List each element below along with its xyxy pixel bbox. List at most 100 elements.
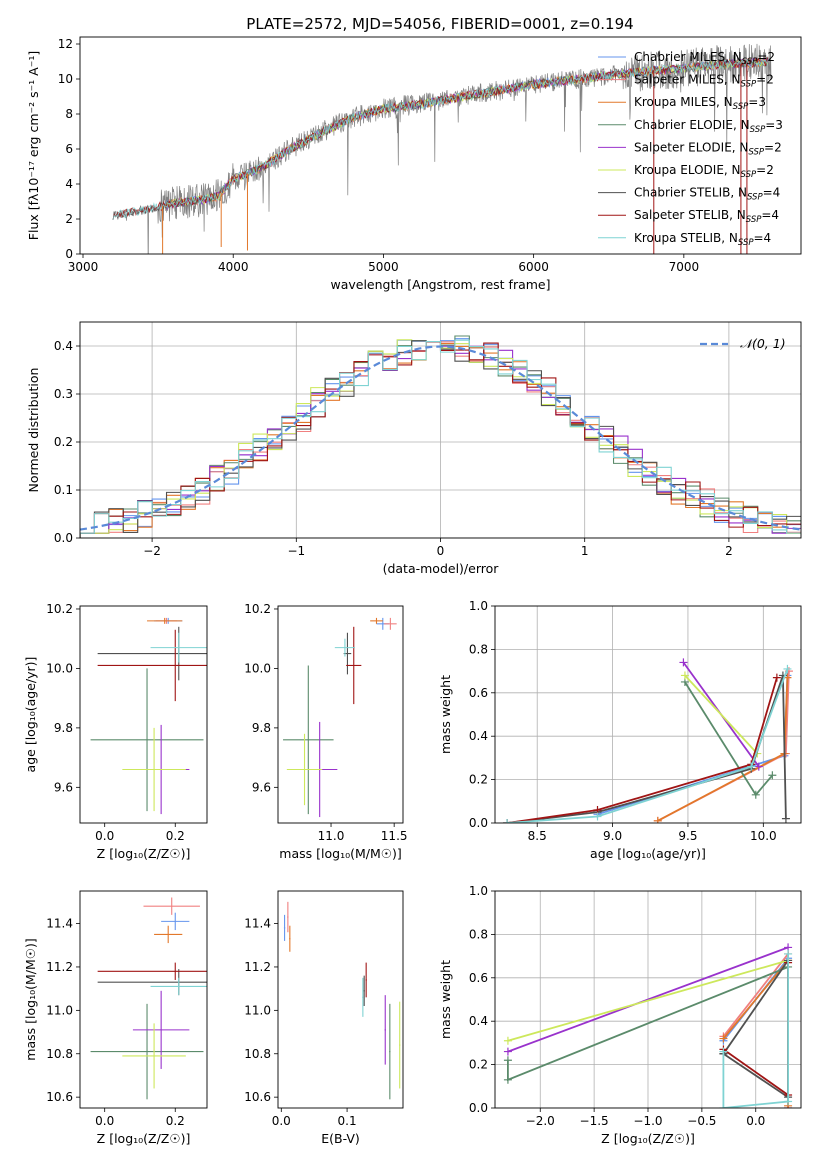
- y-axis-label: mass [log₁₀(M/M☉)]: [23, 938, 38, 1060]
- legend-label-tail: =4: [761, 208, 779, 222]
- ebv-mass-axes: 0.0 0.1 10.6 10.8 11.0 11.2 11.4 E(B-V): [244, 890, 404, 1146]
- x-tick-label: 1: [581, 544, 589, 558]
- y-tick-label: 0.0: [54, 531, 73, 545]
- y-tick-label: 0: [65, 247, 73, 261]
- x-tick-label: 11.5: [381, 829, 408, 843]
- y-tick-label: 0.2: [469, 1058, 488, 1072]
- legend-label-tail: =2: [756, 163, 774, 177]
- y-axis-label: Flux [fλ10⁻¹⁷ erg cm⁻² s⁻¹ A⁻¹]: [26, 51, 41, 240]
- weight-marker-salpeter_elodie: [679, 658, 688, 667]
- weight-marker-chabrier_stelib: [781, 814, 790, 823]
- legend-label-main: Kroupa ELODIE, N: [634, 163, 741, 177]
- weight-marker-kroupa_miles: [719, 1034, 728, 1043]
- y-tick-label: 9.8: [252, 721, 271, 735]
- axes-frame: [79, 605, 208, 824]
- x-axis-label: Z [log₁₀(Z/Z☉)]: [601, 1131, 695, 1146]
- y-tick-label: 0.4: [469, 729, 488, 743]
- weight-marker-kroupa_stelib: [783, 664, 792, 673]
- y-tick-label: 6: [65, 142, 73, 156]
- legend-label-sub: SSP: [750, 125, 766, 135]
- weight-marker-salpeter_stelib: [772, 673, 781, 682]
- y-tick-label: 10.0: [46, 661, 73, 675]
- weight-line-kroupa_stelib: [507, 668, 789, 823]
- legend-label-tail: =4: [763, 186, 781, 200]
- mass-age-plot-area: [283, 617, 397, 818]
- legend-label-main: Kroupa STELIB, N: [634, 231, 738, 245]
- weight-marker-salpeter_elodie: [503, 1047, 512, 1056]
- x-axis-label: E(B-V): [321, 1131, 360, 1146]
- x-tick-label: 0.0: [95, 829, 114, 843]
- mass-age-axes: 11.0 11.5 9.6 9.8 10.0 10.2 mass [log₁₀(M/M☉)]: [244, 602, 407, 861]
- legend-label-kroupa_stelib: Kroupa STELIB, NSSP=4: [634, 231, 771, 248]
- residuals-axes: −2 −1 0 1 2 0.0 0.1 0.2 0.3 0.4 (data-model)/error…: [26, 321, 802, 576]
- y-tick-label: 0.6: [469, 971, 488, 985]
- y-tick-label: 0.3: [54, 387, 73, 401]
- x-tick-label: −2: [143, 544, 161, 558]
- z-age-axes: 0.0 0.2 9.6 9.8 10.0 10.2 Z [log₁₀(Z/Z☉)] age […: [23, 602, 208, 861]
- legend-label-main: Salpeter STELIB, N: [634, 208, 746, 222]
- legend-label-tail: =2: [756, 73, 774, 87]
- y-axis-label: mass weight: [438, 675, 453, 754]
- weight-marker-kroupa_elodie: [503, 1036, 512, 1045]
- spectrum-title: PLATE=2572, MJD=54056, FIBERID=0001, z=0…: [246, 15, 633, 33]
- x-tick-label: 8.5: [528, 829, 547, 843]
- weight-marker-salpeter_elodie: [754, 762, 763, 771]
- y-tick-label: 10.2: [46, 602, 73, 616]
- x-axis-label: Z [log₁₀(Z/Z☉)]: [97, 846, 191, 861]
- legend-label-tail: =2: [757, 50, 775, 64]
- weight-line-kroupa_miles: [657, 677, 789, 822]
- y-tick-label: 0.2: [469, 773, 488, 787]
- weight-line-salpeter_miles: [657, 671, 790, 822]
- x-axis-label: (data-model)/error: [383, 561, 500, 576]
- y-tick-label: 4: [65, 177, 73, 191]
- legend-label-sub: SSP: [733, 102, 749, 112]
- y-tick-label: 11.4: [46, 917, 73, 931]
- x-tick-label: 0.2: [166, 1114, 185, 1128]
- age-weight-axes: 8.5 9.0 9.5 10.0 0.0 0.2 0.4 0.6 0.8 1.0 age [log₁…: [438, 599, 802, 861]
- y-tick-label: 10.6: [46, 1090, 73, 1104]
- histogram-kroupa_stelib: [80, 339, 801, 538]
- y-tick-label: 11.0: [244, 1003, 271, 1017]
- weight-line-kroupa_stelib: [722, 953, 789, 1108]
- x-tick-label: 0.0: [746, 1114, 765, 1128]
- residual-legend: 𝒩(0, 1): [700, 336, 786, 351]
- y-tick-label: 11.4: [244, 917, 271, 931]
- z-weight-plot-area: [495, 891, 801, 1108]
- x-tick-label: 10.0: [750, 829, 777, 843]
- x-tick-label: 6000: [518, 260, 549, 274]
- axes-frame: [79, 36, 802, 255]
- y-tick-label: 10.8: [46, 1047, 73, 1061]
- weight-marker-chabrier_elodie: [503, 1056, 512, 1065]
- weight-marker-kroupa_elodie: [680, 671, 689, 680]
- y-tick-label: 11.2: [244, 960, 271, 974]
- gaussian-curve: [80, 345, 801, 531]
- x-tick-label: 0.1: [338, 1114, 357, 1128]
- x-tick-label: 9.0: [603, 829, 622, 843]
- x-tick-label: −0.5: [687, 1114, 716, 1128]
- legend-label-salpeter_miles: Salpeter MILES, NSSP=2: [634, 73, 774, 90]
- legend-label-main: Salpeter MILES, N: [634, 73, 741, 87]
- y-axis-label: mass weight: [438, 960, 453, 1039]
- x-tick-label: 5000: [368, 260, 399, 274]
- legend-label-main: Chabrier STELIB, N: [634, 186, 747, 200]
- legend-label-sub: SSP: [747, 193, 763, 203]
- y-tick-label: 0.6: [469, 686, 488, 700]
- y-tick-label: 8: [65, 107, 73, 121]
- y-tick-label: 10: [58, 72, 73, 86]
- weight-marker-kroupa_stelib: [784, 949, 793, 958]
- y-tick-label: 0.2: [54, 435, 73, 449]
- y-tick-label: 9.6: [54, 780, 73, 794]
- weight-marker-kroupa_miles: [653, 816, 662, 823]
- weight-marker-kroupa_stelib: [503, 819, 512, 823]
- x-axis-label: wavelength [Angstrom, rest frame]: [330, 277, 550, 292]
- x-axis-label: Z [log₁₀(Z/Z☉)]: [97, 1131, 191, 1146]
- weight-line-salpeter_elodie: [507, 946, 789, 1053]
- x-tick-label: −1.0: [633, 1114, 662, 1128]
- weight-marker-chabrier_elodie: [768, 771, 777, 780]
- y-tick-label: 0.8: [469, 642, 488, 656]
- legend-gauss-label: 𝒩(0, 1): [740, 336, 786, 351]
- weight-line-kroupa_elodie: [684, 674, 758, 755]
- legend-label-tail: =4: [754, 231, 772, 245]
- axes-frame: [494, 890, 802, 1109]
